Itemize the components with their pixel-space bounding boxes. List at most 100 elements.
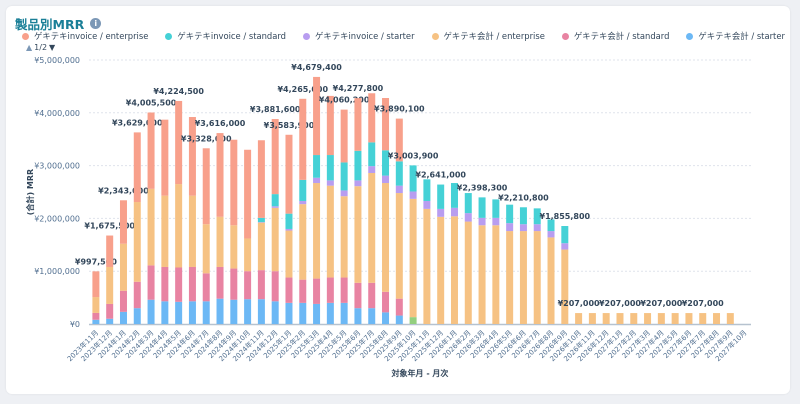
y-tick-label: ¥3,000,000 xyxy=(34,162,80,171)
bar-segment xyxy=(313,76,321,156)
data-label: ¥4,060,200 xyxy=(319,96,370,105)
bar-segment xyxy=(354,282,362,309)
bar-segment xyxy=(630,313,638,324)
bar-segment xyxy=(257,222,265,271)
bar-segment xyxy=(409,317,417,324)
bar-segment xyxy=(395,298,403,316)
legend-item[interactable]: ゲキテキinvoice / starter xyxy=(302,30,415,42)
bar-segment xyxy=(202,148,210,225)
bar-segment xyxy=(244,271,252,300)
bar-segment xyxy=(547,219,555,232)
bar-segment xyxy=(395,161,403,186)
bar-segment xyxy=(285,213,293,229)
bar-segment xyxy=(354,150,362,181)
bar-segment xyxy=(216,298,224,324)
bar-segment xyxy=(478,217,486,226)
legend-item[interactable]: ゲキテキ会計 / starter xyxy=(686,30,785,42)
bar-segment xyxy=(382,291,390,313)
bar-segment xyxy=(92,297,100,313)
legend-item[interactable]: ゲキテキ会計 / standard xyxy=(561,30,669,42)
legend-label: ゲキテキinvoice / standard xyxy=(177,31,286,41)
bar-segment xyxy=(368,166,376,173)
bar-segment xyxy=(699,313,707,324)
data-label: ¥2,398,300 xyxy=(457,183,508,192)
bar-segment xyxy=(244,238,252,272)
bar-segment xyxy=(478,197,486,218)
y-tick-label: ¥4,000,000 xyxy=(34,109,80,118)
bar-segment xyxy=(533,208,541,225)
bar-segment xyxy=(340,109,348,163)
bar-segment xyxy=(368,172,376,283)
bar-segment xyxy=(575,313,583,324)
bar-segment xyxy=(202,224,210,274)
bar-segment xyxy=(437,208,445,217)
bar-segment xyxy=(271,119,279,195)
bar-segment xyxy=(257,270,265,300)
bar-segment xyxy=(202,273,210,302)
bar-segment xyxy=(271,207,279,272)
bar-segment xyxy=(244,149,252,239)
bar-segment xyxy=(340,302,348,324)
bar-segment xyxy=(492,199,500,218)
bar-segment xyxy=(313,303,321,324)
legend-pager: ▲ 1/2 ▼ xyxy=(26,43,55,52)
bar-segment xyxy=(437,184,445,209)
bar-segment xyxy=(561,249,569,324)
y-tick-label: ¥5,000,000 xyxy=(34,56,80,65)
legend-label: ゲキテキinvoice / enterprise xyxy=(34,31,149,41)
bar-segment xyxy=(368,93,376,143)
data-label: ¥207,000 xyxy=(640,299,682,308)
data-label: ¥3,881,600 xyxy=(250,105,301,114)
bar-segment xyxy=(437,216,445,324)
bar-segment xyxy=(106,303,114,319)
bar-segment xyxy=(175,184,183,268)
bar-segment xyxy=(133,308,141,324)
bar-segment xyxy=(257,217,265,223)
bar-segment xyxy=(326,185,334,278)
data-label: ¥4,224,500 xyxy=(153,87,204,96)
bar-segment xyxy=(657,313,665,324)
bar-segment xyxy=(340,162,348,191)
bar-segment xyxy=(161,119,169,196)
info-icon[interactable]: i xyxy=(90,18,102,29)
legend-item[interactable]: ゲキテキ会計 / enterprise xyxy=(431,30,545,42)
y-axis-title: (合計) MRR xyxy=(25,169,35,215)
bar-segment xyxy=(340,196,348,278)
bar-segment xyxy=(450,207,458,217)
bar-segment xyxy=(547,237,555,324)
data-label: ¥4,679,400 xyxy=(291,63,342,72)
bar-segment xyxy=(119,311,127,324)
bar-segment xyxy=(506,223,514,232)
bar-segment xyxy=(188,195,196,267)
bar-segment xyxy=(326,95,334,156)
data-label: ¥2,343,000 xyxy=(98,186,149,195)
bar-segment xyxy=(685,313,693,324)
bar-segment xyxy=(216,133,224,217)
data-label: ¥3,890,100 xyxy=(374,105,425,114)
bar-segment xyxy=(519,207,527,225)
triangle-down-icon[interactable]: ▼ xyxy=(49,43,56,52)
triangle-up-icon[interactable]: ▲ xyxy=(26,43,33,52)
bar-segment xyxy=(713,313,721,324)
bar-segment xyxy=(313,278,321,304)
bar-segment xyxy=(326,180,334,186)
bar-segment xyxy=(188,301,196,324)
bar-segment xyxy=(271,271,279,302)
bar-segment xyxy=(147,188,155,266)
bar-segment xyxy=(382,98,390,151)
data-label: ¥2,641,000 xyxy=(415,171,466,180)
bar-segment xyxy=(216,216,224,267)
legend-item[interactable]: ゲキテキinvoice / enterprise xyxy=(22,30,148,42)
bar-segment xyxy=(519,231,527,324)
bar-segment xyxy=(257,140,265,218)
bar-segment xyxy=(92,319,100,324)
bar-segment xyxy=(354,180,362,187)
data-label: ¥3,583,900 xyxy=(264,121,315,130)
bar-segment xyxy=(395,118,403,162)
bar-segment xyxy=(299,179,307,201)
legend-item[interactable]: ゲキテキinvoice / standard xyxy=(165,30,286,42)
bar-segment xyxy=(354,98,362,151)
bar-segment xyxy=(161,266,169,302)
bar-segment xyxy=(244,299,252,324)
bar-segment xyxy=(409,191,417,199)
